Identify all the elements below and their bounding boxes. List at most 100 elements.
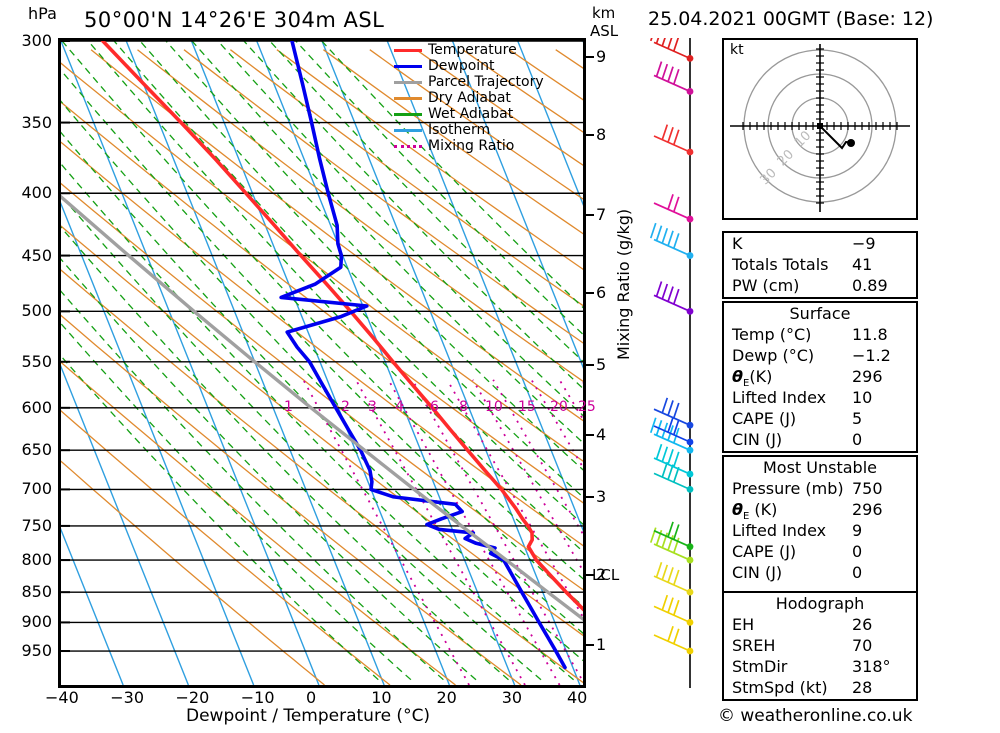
stat-key: StmSpd (kt)	[732, 678, 828, 697]
legend-swatch	[394, 144, 422, 148]
wind-barb	[653, 443, 694, 478]
legend-swatch	[394, 80, 422, 84]
stat-row: StmDir 318°	[724, 656, 916, 677]
temperature-tick-label: −10	[240, 688, 275, 707]
stat-value: 10	[852, 388, 873, 407]
pressure-unit-label: hPa	[28, 4, 57, 23]
pressure-tick-label: 700	[21, 479, 52, 499]
wind-barb	[653, 625, 694, 655]
pressure-tick-label: 850	[21, 582, 52, 602]
dry-adiabat-line	[276, 49, 583, 271]
isotherm-line	[61, 202, 255, 685]
stat-value: 28	[852, 678, 873, 697]
stat-value: 296	[852, 367, 883, 386]
dry-adiabat-line	[61, 269, 583, 684]
stat-value: 9	[852, 521, 863, 540]
isotherm-line	[321, 41, 581, 685]
legend-item: Dewpoint	[394, 58, 584, 74]
wet-adiabat-line	[61, 290, 444, 681]
stat-row: PW (cm) 0.89	[724, 275, 916, 296]
stat-value: 41	[852, 255, 873, 274]
temperature-curve	[101, 41, 583, 612]
dry-adiabat-line	[61, 410, 391, 685]
mixing-ratio-tick-label: 4	[395, 399, 404, 415]
mixing-ratio-tick-label: 15	[518, 399, 536, 415]
altitude-tick-label: 7	[596, 205, 607, 224]
stat-key: Temp (°C)	[732, 325, 812, 344]
stat-row: CAPE (J) 0	[724, 541, 916, 562]
altitude-tick-mark	[583, 434, 594, 436]
stat-key: StmDir	[732, 657, 788, 676]
skewt-plot-area[interactable]	[61, 41, 583, 685]
mixing-ratio-tick-label: 10	[485, 399, 503, 415]
stat-value: 296	[852, 500, 883, 519]
temperature-tick-label: 40	[567, 688, 588, 707]
wind-barb	[653, 124, 694, 156]
stat-key: CAPE (J)	[732, 409, 797, 428]
wet-adiabat-line	[165, 41, 583, 471]
mixing-ratio-line	[355, 379, 526, 685]
altitude-tick-mark	[583, 56, 594, 58]
isotherm-line	[517, 41, 583, 206]
legend-label: Parcel Trajectory	[428, 74, 544, 90]
dry-adiabat-line	[137, 49, 583, 383]
altitude-tick-label: 9	[596, 47, 607, 66]
stat-value: 750	[852, 479, 883, 498]
altitude-tick-mark	[583, 496, 594, 498]
stat-row: θE (K) 296	[724, 499, 916, 523]
stat-key: θE (K)	[732, 500, 778, 523]
lcl-marker-label: LCL	[592, 566, 620, 584]
panel-title: Most Unstable	[763, 458, 877, 477]
dry-adiabat-line	[61, 225, 583, 637]
isotherm-line	[256, 41, 516, 685]
dry-adiabat-line	[61, 141, 583, 547]
isotherm-line	[190, 41, 451, 685]
legend-label: Dewpoint	[428, 58, 495, 74]
wind-barb	[653, 416, 694, 446]
altitude-tick-mark	[583, 574, 594, 576]
stat-key: CAPE (J)	[732, 542, 797, 561]
legend-label: Wet Adiabat	[428, 106, 514, 122]
pressure-tick-label: 650	[21, 440, 52, 460]
legend-label: Temperature	[428, 42, 517, 58]
dry-adiabat-line	[323, 49, 583, 235]
stat-value: 0	[852, 430, 863, 449]
wind-barb-column	[649, 38, 694, 688]
stat-row: EH 26	[724, 614, 916, 635]
stat-key: Pressure (mb)	[732, 479, 844, 498]
wet-adiabat-line	[61, 355, 379, 681]
stat-key: Lifted Index	[732, 388, 827, 407]
stat-row: K −9	[724, 233, 916, 254]
stat-key: θE(K)	[732, 367, 773, 390]
wet-adiabat-line	[61, 322, 412, 681]
pressure-tick-label: 550	[21, 351, 52, 371]
hodograph[interactable]: 10 20 30	[722, 38, 918, 220]
wet-adiabat-line	[61, 258, 477, 681]
wind-barb	[653, 397, 694, 429]
stat-row: Pressure (mb) 750	[724, 478, 916, 499]
stat-key: Lifted Index	[732, 521, 827, 540]
stat-row: CAPE (J) 5	[724, 408, 916, 429]
wind-barb	[653, 594, 694, 626]
wind-barb	[653, 194, 694, 223]
temperature-tick-label: −30	[110, 688, 145, 707]
altitude-tick-mark	[583, 214, 594, 216]
km-unit-label: km	[592, 4, 616, 22]
stat-value: 0.89	[852, 276, 888, 295]
wind-barb	[649, 527, 694, 564]
stat-value: 70	[852, 636, 873, 655]
stat-value: 11.8	[852, 325, 888, 344]
skewt-svg	[61, 41, 583, 685]
pressure-tick-label: 800	[21, 550, 52, 570]
pressure-tick-label: 600	[21, 397, 52, 417]
legend-swatch	[394, 112, 422, 116]
isotherm-line	[61, 41, 320, 685]
altitude-tick-label: 4	[596, 425, 607, 444]
stat-key: EH	[732, 615, 755, 634]
x-axis-title: Dewpoint / Temperature (°C)	[186, 706, 431, 726]
stat-row: StmSpd (kt) 28	[724, 677, 916, 698]
legend-swatch	[394, 96, 422, 100]
stat-value: −1.2	[852, 346, 891, 365]
indices-panel: K −9 Totals Totals 41 PW (cm) 0.89	[722, 231, 918, 299]
page-title: 50°00'N 14°26'E 304m ASL	[84, 8, 385, 32]
